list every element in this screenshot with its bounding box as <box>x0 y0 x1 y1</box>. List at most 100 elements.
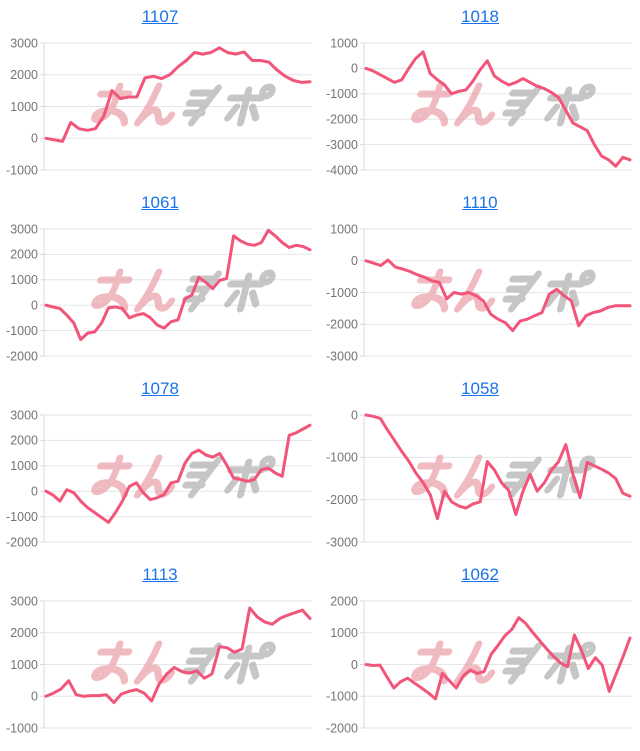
y-axis-labels: 3000 2000 1000 0 -1000 <box>6 36 38 177</box>
y-axis-labels: 1000 0 -1000 -2000 -3000 -4000 <box>326 36 358 177</box>
line-chart: 0 -1000 -2000 -3000 <box>326 408 632 549</box>
minrepo-watermark <box>411 640 596 685</box>
y-axis-labels: 1000 0 -1000 -2000 -3000 <box>326 222 358 363</box>
gridlines <box>360 414 632 543</box>
chart-title-link[interactable]: 1110 <box>462 193 498 212</box>
y-tick-label: -1000 <box>326 451 358 465</box>
line-chart: 1000 0 -1000 -2000 -3000 -4000 <box>326 36 632 177</box>
chart-title-link[interactable]: 1061 <box>141 193 179 212</box>
y-tick-label: 2000 <box>10 248 38 262</box>
chart-cell: 1110 1000 0 -1000 -2000 -3000 <box>320 186 640 372</box>
watermark-glyph <box>411 454 453 499</box>
y-tick-label: -2000 <box>326 318 358 332</box>
y-tick-label: -4000 <box>326 163 358 177</box>
line-chart: 3000 2000 1000 0 -1000 <box>6 594 312 735</box>
watermark-glyph <box>182 84 222 127</box>
chart-title-link[interactable]: 1018 <box>461 7 499 26</box>
chart-title-row: 1113 <box>0 558 320 591</box>
watermark-glyph <box>502 456 542 499</box>
chart-title-row: 1058 <box>320 372 640 405</box>
watermark-glyph <box>91 268 133 313</box>
chart-title-row: 1061 <box>0 186 320 219</box>
watermark-glyph <box>133 640 176 685</box>
series-line <box>44 46 312 143</box>
watermark-glyph <box>133 82 176 127</box>
minrepo-watermark <box>91 640 276 685</box>
minrepo-watermark <box>411 82 596 127</box>
y-axis-labels: 3000 2000 1000 0 -1000 -2000 <box>6 222 38 363</box>
chart-title-link[interactable]: 1058 <box>461 379 499 398</box>
chart-title-row: 1062 <box>320 558 640 591</box>
watermark-glyph <box>453 640 496 685</box>
y-tick-label: -2000 <box>326 721 358 735</box>
gridlines <box>40 42 312 171</box>
chart-title-row: 1110 <box>320 186 640 219</box>
y-tick-label: -1000 <box>326 286 358 300</box>
line-chart: 3000 2000 1000 0 -1000 <box>6 36 312 177</box>
y-tick-label: -1000 <box>326 87 358 101</box>
y-axis-labels: 0 -1000 -2000 -3000 <box>326 408 358 549</box>
y-tick-label: 0 <box>351 254 358 268</box>
y-tick-label: 1000 <box>330 36 358 50</box>
y-axis-labels: 3000 2000 1000 0 -1000 -2000 <box>6 408 38 549</box>
series-line <box>364 616 632 701</box>
chart-title-row: 1107 <box>0 0 320 33</box>
watermark-glyph <box>182 456 222 499</box>
watermark-glyph <box>502 270 542 313</box>
watermark-glyph <box>224 641 276 685</box>
chart-cell: 1058 0 -1000 -2000 -3000 <box>320 372 640 558</box>
line-chart: 2000 1000 0 -1000 -2000 <box>326 594 632 735</box>
chart-cell: 1107 3000 2000 1000 0 -1000 <box>0 0 320 186</box>
chart-cell: 1078 3000 2000 1000 0 -1000 -2000 <box>0 372 320 558</box>
y-tick-label: 1000 <box>330 222 358 236</box>
series-line <box>364 50 632 168</box>
chart-title-link[interactable]: 1113 <box>142 565 178 584</box>
y-tick-label: 0 <box>31 132 38 146</box>
y-tick-label: 3000 <box>10 408 38 422</box>
y-tick-label: 2000 <box>10 434 38 448</box>
chart-cell: 1018 1000 0 -1000 -2000 -3000 -4000 <box>320 0 640 186</box>
gridlines <box>360 228 632 357</box>
watermark-glyph <box>133 454 176 499</box>
chart-title-link[interactable]: 1062 <box>461 565 499 584</box>
watermark-glyph <box>544 269 596 313</box>
line-chart: 1000 0 -1000 -2000 -3000 <box>326 222 632 363</box>
y-tick-label: -3000 <box>326 535 358 549</box>
y-tick-label: 3000 <box>10 222 38 236</box>
y-tick-label: -1000 <box>6 721 38 735</box>
y-tick-label: -3000 <box>326 138 358 152</box>
y-tick-label: -1000 <box>6 163 38 177</box>
series-line <box>44 423 312 524</box>
gridlines <box>40 414 312 543</box>
watermark-glyph <box>91 640 133 685</box>
minrepo-watermark <box>411 268 596 313</box>
series-line <box>44 228 312 341</box>
y-tick-label: 1000 <box>10 273 38 287</box>
y-tick-label: -1000 <box>6 324 38 338</box>
line-chart: 3000 2000 1000 0 -1000 -2000 <box>6 408 312 549</box>
watermark-glyph <box>91 454 133 499</box>
watermark-glyph <box>453 268 496 313</box>
y-tick-label: 0 <box>31 299 38 313</box>
gridlines <box>360 42 632 171</box>
chart-title-link[interactable]: 1107 <box>141 7 179 26</box>
watermark-glyph <box>453 454 496 499</box>
watermark-glyph <box>411 82 453 127</box>
watermark-glyph <box>411 640 453 685</box>
series-line <box>44 606 312 705</box>
y-tick-label: 0 <box>351 408 358 422</box>
y-tick-label: 3000 <box>10 36 38 50</box>
y-tick-label: -1000 <box>326 690 358 704</box>
y-tick-label: -2000 <box>326 493 358 507</box>
chart-title-link[interactable]: 1078 <box>141 379 179 398</box>
series-line <box>364 413 632 521</box>
line-chart: 3000 2000 1000 0 -1000 -2000 <box>6 222 312 363</box>
y-tick-label: -2000 <box>326 113 358 127</box>
chart-cell: 1062 2000 1000 0 -1000 -2000 <box>320 558 640 744</box>
y-tick-label: 1000 <box>10 658 38 672</box>
watermark-glyph <box>133 268 176 313</box>
watermark-glyph <box>453 82 496 127</box>
y-tick-label: 1000 <box>330 626 358 640</box>
y-tick-label: 1000 <box>10 459 38 473</box>
y-tick-label: 2000 <box>330 594 358 608</box>
